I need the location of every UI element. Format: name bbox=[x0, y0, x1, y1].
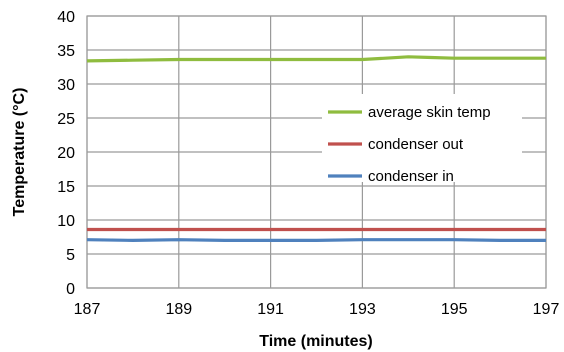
y-tick-label: 15 bbox=[57, 179, 75, 196]
legend-entry: condenser out bbox=[368, 136, 464, 153]
series-lines bbox=[86, 55, 546, 242]
x-tick-labels: 187 189 191 193 195 197 bbox=[74, 301, 560, 318]
y-axis-title: Temperature (°C) bbox=[11, 88, 28, 217]
x-tick-label: 189 bbox=[165, 301, 192, 318]
y-tick-label: 30 bbox=[57, 77, 75, 94]
x-tick-label: 187 bbox=[74, 301, 101, 318]
y-tick-label: 25 bbox=[57, 111, 75, 128]
legend-entry: condenser in bbox=[368, 168, 454, 185]
y-tick-label: 0 bbox=[66, 281, 75, 298]
legend-background bbox=[322, 94, 522, 182]
y-tick-label: 20 bbox=[57, 145, 75, 162]
y-tick-label: 35 bbox=[57, 43, 75, 60]
x-tick-label: 191 bbox=[257, 301, 284, 318]
legend-entry: average skin temp bbox=[368, 104, 491, 121]
y-tick-label: 5 bbox=[66, 247, 75, 264]
x-tick-label: 193 bbox=[349, 301, 376, 318]
y-tick-labels: 0 5 10 15 20 25 30 35 40 bbox=[57, 9, 75, 298]
y-tick-label: 10 bbox=[57, 213, 75, 230]
y-tick-label: 40 bbox=[57, 9, 75, 26]
x-axis-title: Time (minutes) bbox=[259, 333, 373, 350]
x-tick-label: 197 bbox=[533, 301, 560, 318]
legend: average skin temp condenser out condenser … bbox=[322, 94, 522, 185]
series-line bbox=[86, 238, 546, 242]
x-tick-label: 195 bbox=[441, 301, 468, 318]
series-line bbox=[86, 55, 546, 63]
